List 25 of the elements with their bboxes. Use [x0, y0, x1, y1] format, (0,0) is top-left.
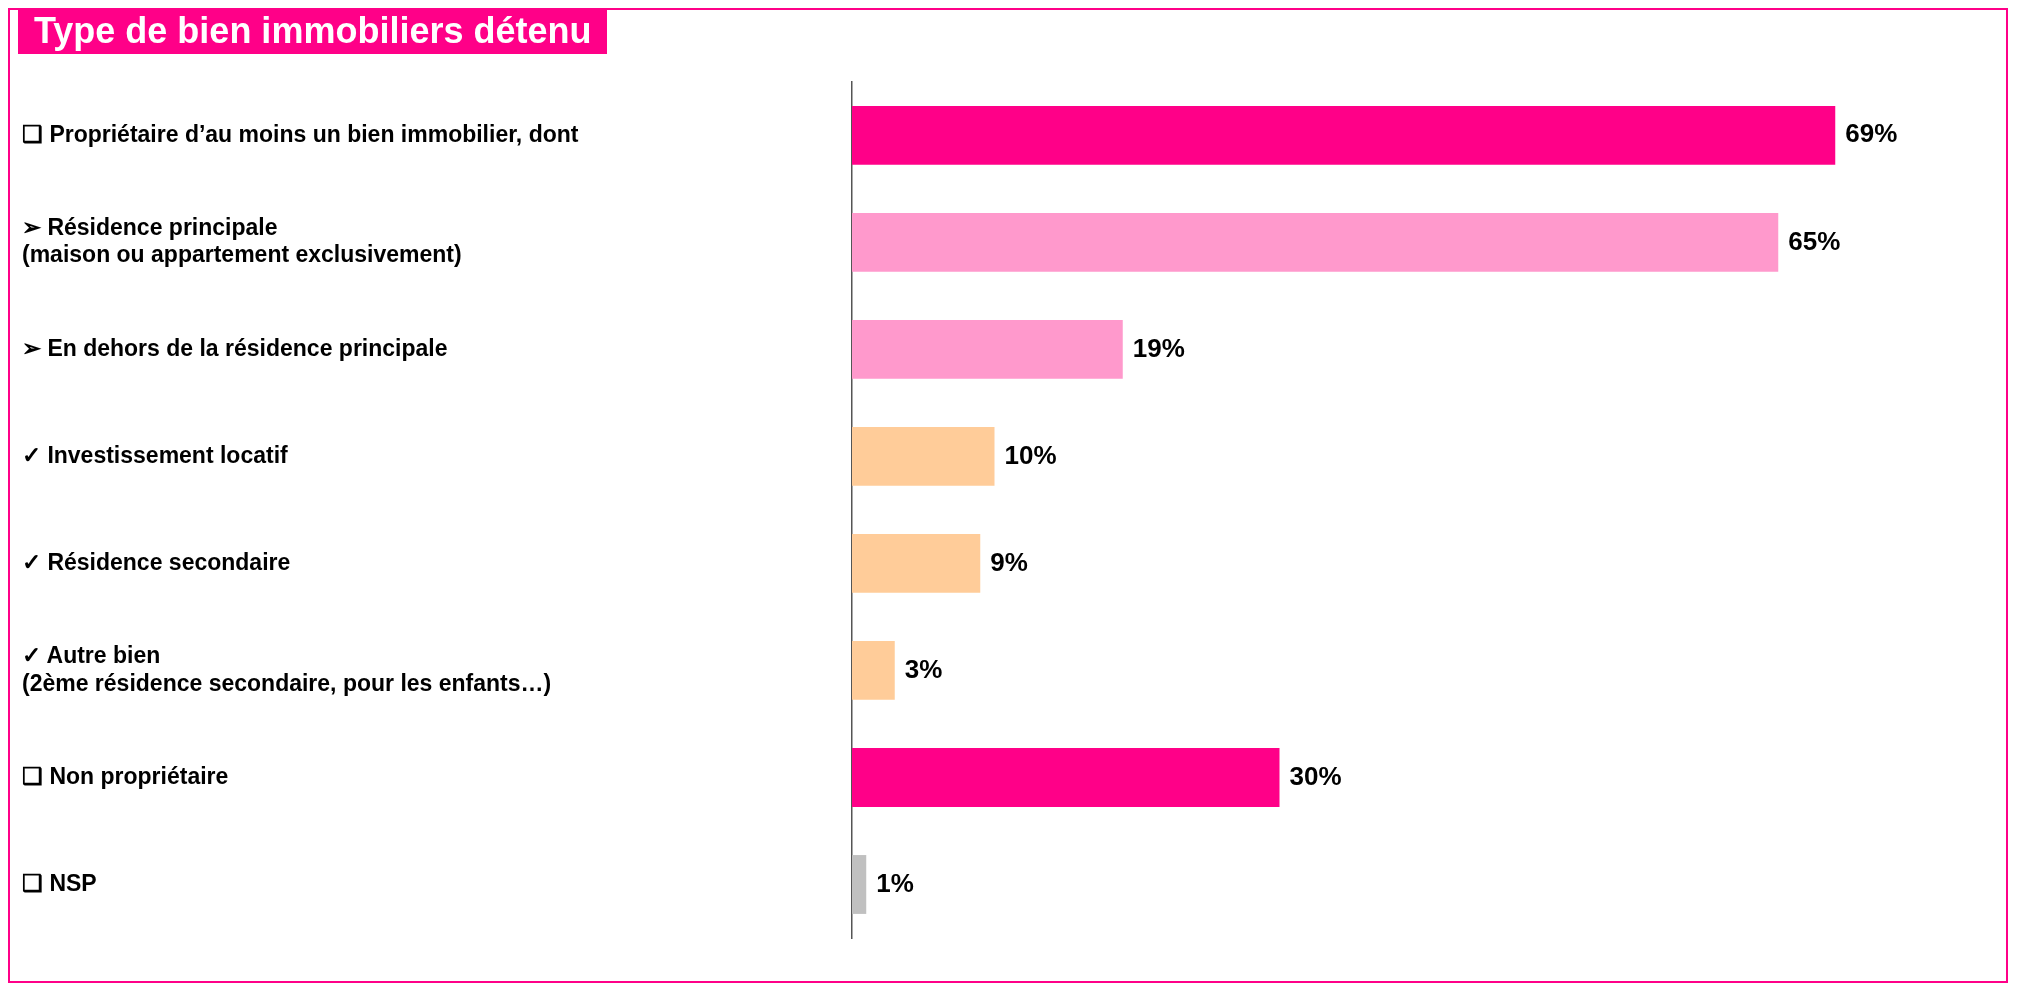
- bar: [852, 319, 1123, 379]
- y-tick-label: ✓ Autre bien (2ème résidence secondaire, pour les enfants…): [22, 641, 552, 696]
- data-label: 3%: [904, 653, 943, 684]
- y-tick-label: ❑ NSP: [22, 869, 97, 896]
- y-tick-label: ➢ Résidence principale (maison ou appartement exclusivement): [22, 213, 462, 268]
- bar: [852, 212, 1779, 272]
- bar: [852, 426, 995, 486]
- bar: [852, 641, 895, 700]
- data-label: 30%: [1289, 760, 1342, 791]
- data-label: 65%: [1788, 225, 1841, 256]
- data-label: 69%: [1845, 118, 1898, 149]
- y-tick-label: ➢ En dehors de la résidence principale: [22, 334, 448, 361]
- y-tick-label: ❑ Propriétaire d’au moins un bien immobilier, dont: [22, 120, 579, 147]
- y-tick-label: ✓ Investissement locatif: [22, 441, 289, 468]
- data-label: 1%: [876, 867, 914, 898]
- text: Type de bien immobiliers détenu: [18, 8, 608, 54]
- data-label: 19%: [1132, 332, 1185, 363]
- y-tick-label: ✓ Résidence secondaire: [22, 548, 291, 575]
- bar: [852, 533, 981, 593]
- bar: [852, 748, 1280, 807]
- bar: [852, 855, 867, 914]
- bar: [852, 105, 1836, 165]
- data-label: 10%: [1004, 439, 1057, 470]
- data-label: 9%: [990, 546, 1028, 577]
- y-tick-label: ❑ Non propriétaire: [22, 762, 229, 789]
